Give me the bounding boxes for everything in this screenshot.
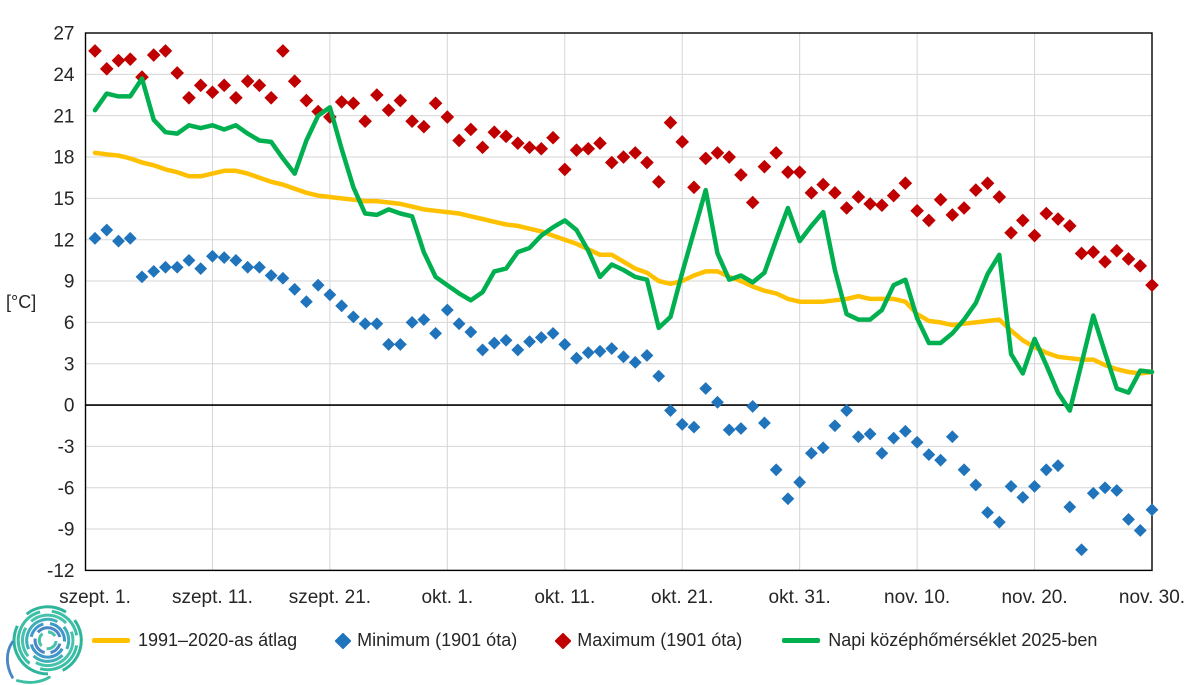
legend-diamond-icon-max: [554, 632, 572, 649]
svg-text:12: 12: [53, 230, 74, 251]
plot-frame: [84, 32, 1153, 572]
svg-text:szept. 1.: szept. 1.: [59, 587, 131, 608]
gridlines: [85, 33, 1152, 571]
legend-item-min: Minimum (1901 óta): [334, 630, 518, 651]
chart-legend: 1991–2020-as átlag Minimum (1901 óta) Maxi…: [92, 630, 1194, 651]
y-axis-tick-labels: 27 24 21 18 15 12 9 6 3 0 -3 -6 -9 -12: [47, 24, 75, 582]
svg-text:0: 0: [64, 396, 75, 417]
svg-text:okt. 1.: okt. 1.: [421, 587, 473, 608]
y-axis-unit-label: [°C]: [6, 292, 37, 312]
svg-text:9: 9: [64, 272, 75, 293]
series-min: [88, 223, 1159, 557]
svg-text:15: 15: [53, 189, 74, 210]
svg-text:24: 24: [53, 65, 75, 86]
svg-text:nov. 10.: nov. 10.: [884, 587, 950, 608]
svg-text:-3: -3: [58, 437, 75, 458]
legend-label-max: Maximum (1901 óta): [577, 630, 743, 650]
svg-text:27: 27: [53, 24, 74, 45]
legend-label-daily: Napi középhőmérséklet 2025-ben: [828, 630, 1098, 650]
series-avg: [92, 150, 1155, 376]
svg-text:6: 6: [64, 313, 75, 334]
legend-line-swatch-daily: [782, 638, 821, 643]
legend-item-max: Maximum (1901 óta): [554, 630, 743, 651]
svg-text:okt. 31.: okt. 31.: [769, 587, 831, 608]
svg-text:szept. 11.: szept. 11.: [172, 587, 253, 608]
legend-label-min: Minimum (1901 óta): [357, 630, 518, 650]
svg-text:szept. 21.: szept. 21.: [289, 587, 371, 608]
svg-text:nov. 30.: nov. 30.: [1119, 587, 1185, 608]
svg-text:-6: -6: [58, 478, 75, 499]
legend-item-daily: Napi középhőmérséklet 2025-ben: [782, 630, 1097, 651]
svg-text:18: 18: [53, 148, 74, 169]
svg-text:21: 21: [53, 106, 74, 127]
legend-diamond-icon-min: [334, 632, 352, 649]
series-daily: [92, 76, 1155, 413]
svg-text:3: 3: [64, 354, 75, 375]
svg-text:-9: -9: [58, 520, 75, 541]
legend-item-avg: 1991–2020-as átlag: [92, 630, 297, 651]
svg-text:okt. 11.: okt. 11.: [534, 587, 595, 608]
series-max: [88, 44, 1159, 292]
legend-line-swatch-avg: [92, 638, 130, 643]
x-axis-tick-labels: szept. 1. szept. 11. szept. 21. okt. 1. okt.…: [59, 587, 1185, 608]
svg-text:okt. 21.: okt. 21.: [651, 587, 713, 608]
hungaromet-spiral-logo: [5, 605, 83, 684]
svg-text:nov. 20.: nov. 20.: [1001, 587, 1067, 608]
svg-text:-12: -12: [47, 561, 74, 582]
legend-label-avg: 1991–2020-as átlag: [138, 630, 298, 650]
